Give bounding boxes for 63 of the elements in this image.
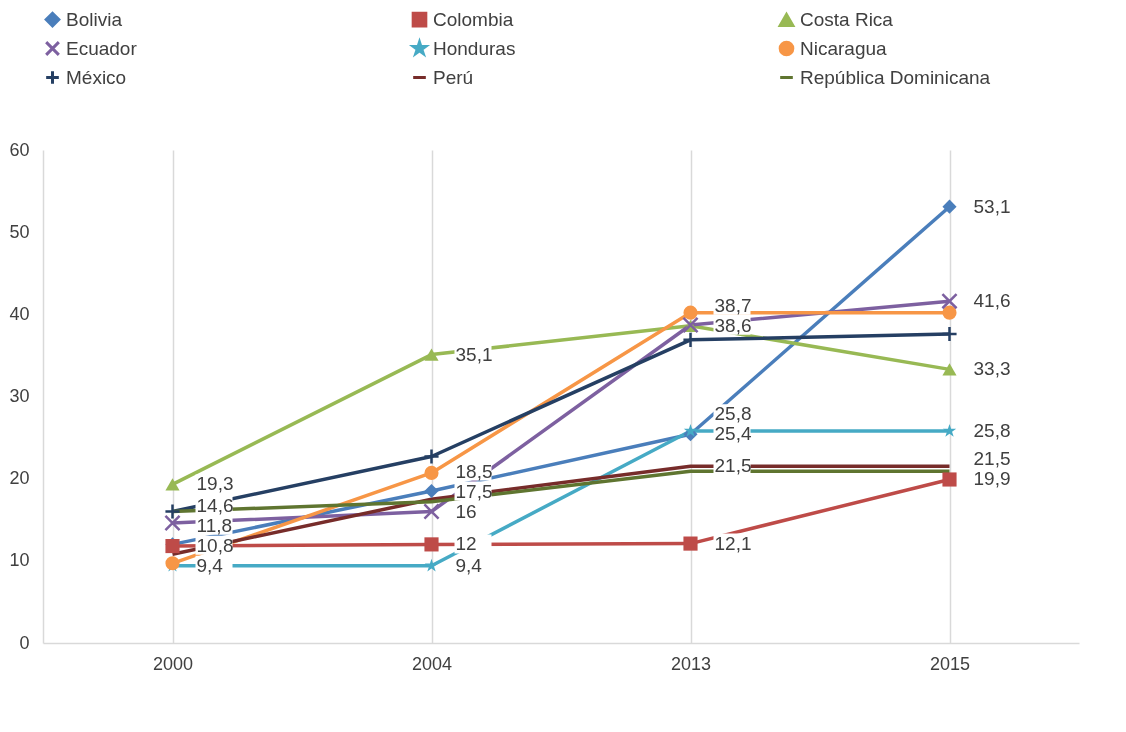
point [164,514,181,532]
data-label: 41,6 [973,290,1011,312]
point [424,483,439,499]
data-label: 38,6 [714,314,752,336]
legend-label: Perú [433,66,474,88]
data-label: 17,5 [455,480,493,502]
data-label: 25,8 [714,403,752,425]
point [424,465,439,480]
data-label: 33,3 [973,358,1011,380]
data-label: 9,4 [196,554,224,576]
legend-label: México [66,66,127,88]
point [942,363,957,376]
data-label: 21,5 [714,455,752,477]
y-tick-label: 20 [9,468,30,489]
x-tick-label: 2004 [411,653,453,674]
data-label: 25,4 [714,423,752,445]
legend-label: Nicaragua [800,37,888,59]
legend-label: República Dominicana [800,66,991,88]
point [164,503,181,520]
point [941,325,958,343]
point [165,478,180,491]
point [942,472,957,487]
y-tick-label: 50 [9,221,30,242]
data-label: 21,5 [973,448,1011,470]
point [942,199,957,214]
point [683,536,698,551]
data-label: 12 [455,533,477,555]
data-label: 18,5 [455,460,493,482]
data-label: 19,3 [196,473,234,495]
point [941,292,958,310]
point [424,348,439,361]
point [424,537,439,552]
data-label: 38,7 [714,294,752,316]
legend-label: Colombia [433,8,514,30]
y-tick-label: 10 [9,550,30,571]
legend-label: Bolivia [66,8,123,30]
data-label: 53,1 [973,195,1011,217]
data-label: 11,8 [196,514,233,536]
x-tick-label: 2015 [929,653,971,674]
data-label: 25,8 [973,420,1011,442]
point [942,305,957,320]
y-tick-label: 40 [9,303,30,324]
x-tick-label: 2000 [152,653,194,674]
legend-label: Ecuador [66,37,138,59]
data-label: 10,8 [196,534,234,556]
y-tick-label: 30 [9,386,30,406]
data-label: 16 [455,500,477,522]
point [683,423,698,437]
x-tick-label: 2013 [670,653,712,674]
data-label: 14,6 [196,494,234,516]
point [683,305,698,320]
data-label: 12,1 [714,532,752,554]
legend-label: Costa Rica [800,9,894,31]
data-label: 35,1 [455,343,493,365]
legend-label: Honduras [433,37,516,59]
y-tick-label: 60 [9,139,30,160]
point [424,558,439,572]
data-label: 19,9 [973,468,1011,490]
point [423,448,440,465]
y-tick-label: 0 [19,632,30,653]
data-label: 9,4 [455,554,483,576]
point [942,423,957,437]
point [423,503,440,520]
